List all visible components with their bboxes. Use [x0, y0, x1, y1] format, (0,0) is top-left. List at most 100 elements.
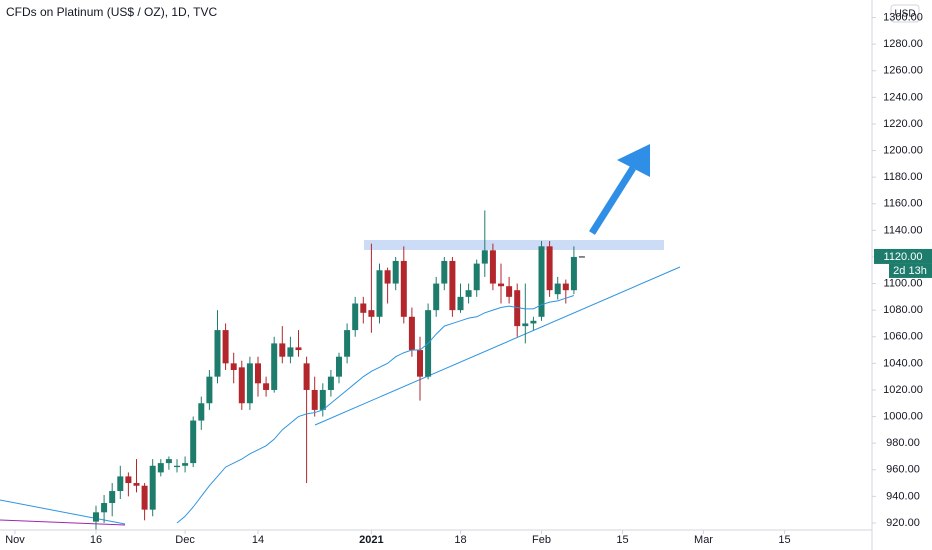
candle-body	[311, 389, 318, 410]
candle-body	[165, 459, 172, 464]
candle-body	[465, 290, 472, 297]
candle-body	[562, 283, 569, 291]
candle-body	[92, 512, 99, 522]
y-tick-label: 1140.00	[884, 224, 923, 236]
candle-body	[125, 476, 132, 484]
candle-body	[441, 260, 448, 284]
candle-body	[368, 310, 375, 317]
x-tick-label: Feb	[532, 534, 551, 546]
candle-body	[489, 250, 496, 284]
x-tick-label: 15	[778, 534, 790, 546]
candle-body	[214, 330, 221, 377]
plot-area	[0, 144, 681, 530]
candle-body	[173, 465, 180, 468]
candle-body	[287, 347, 294, 357]
chart-title: CFDs on Platinum (US$ / OZ), 1D, TVC	[6, 5, 217, 19]
y-tick-label: 1260.00	[883, 65, 923, 77]
candle-body	[182, 463, 189, 466]
x-tick-label: 14	[252, 534, 264, 546]
candle-body	[149, 465, 156, 510]
candle-body	[530, 320, 537, 324]
candle-body	[101, 503, 108, 513]
candle-body	[246, 363, 253, 404]
candle-body	[570, 256, 577, 291]
y-tick-label: 1200.00	[883, 144, 923, 156]
x-tick-label: Nov	[5, 534, 25, 546]
x-tick-label: Dec	[175, 534, 195, 546]
y-tick-label: 1000.00	[883, 410, 923, 422]
candle-body	[514, 290, 521, 327]
y-tick-label: 1040.00	[883, 357, 923, 369]
countdown-badge	[889, 263, 932, 278]
y-tick-label: 960.00	[886, 464, 920, 476]
x-tick-label: 18	[454, 534, 466, 546]
candle-body	[117, 476, 124, 492]
candle-body	[376, 270, 383, 317]
y-tick-label: 980.00	[886, 437, 920, 449]
y-tick-label: 1180.00	[884, 171, 923, 183]
x-tick-label: 2021	[359, 534, 383, 546]
support-trendline	[314, 266, 681, 426]
moving-average	[176, 295, 575, 524]
x-tick-label: Mar	[694, 534, 713, 546]
candle-body	[417, 350, 424, 377]
currency[interactable]: USD	[894, 9, 915, 20]
resistance-zone	[364, 240, 664, 250]
candle-body	[295, 347, 302, 351]
arrow-head	[617, 144, 650, 177]
candle-body	[190, 420, 197, 464]
candle-body	[408, 316, 415, 351]
drawn-line	[0, 519, 126, 526]
candle-body	[473, 263, 480, 291]
y-tick-label: 1080.00	[883, 304, 923, 316]
currency-box[interactable]	[890, 4, 920, 23]
candle-body	[319, 389, 326, 410]
candle-body	[538, 246, 545, 317]
candle-body	[449, 260, 456, 311]
y-tick-label: 1300.00	[883, 11, 923, 23]
y-tick-label: 940.00	[886, 490, 920, 502]
candle-body	[335, 356, 342, 377]
candle-body	[352, 303, 359, 331]
y-tick-label: 920.00	[886, 517, 920, 529]
candle-body	[384, 270, 391, 284]
candle-body	[400, 260, 407, 317]
candle-body	[506, 286, 513, 297]
y-tick-label: 1060.00	[883, 331, 923, 343]
y-tick-label: 1280.00	[883, 38, 923, 50]
candle-body	[344, 330, 351, 357]
last-price-badge	[874, 248, 932, 264]
candle-body	[222, 330, 229, 364]
y-tick-label: 1100.00	[884, 277, 923, 289]
candle-body	[522, 323, 529, 327]
candle-body	[230, 363, 237, 371]
candle-body	[109, 491, 116, 504]
candle-body	[327, 376, 334, 390]
candle-body	[546, 246, 553, 291]
y-tick-label: 1160.00	[884, 198, 923, 210]
candle-body	[554, 283, 561, 295]
candle-body	[254, 363, 261, 384]
y-tick-label: 1020.00	[883, 384, 923, 396]
candle-body	[433, 283, 440, 311]
candle-body	[279, 343, 286, 357]
candle-body	[141, 485, 148, 510]
candle-body	[303, 363, 310, 390]
x-tick-label: 15	[616, 534, 628, 546]
candle-body	[263, 383, 270, 390]
candle-body	[157, 463, 164, 473]
arrow-shaft	[589, 166, 636, 235]
candle-body	[360, 303, 367, 313]
candle-body	[206, 376, 213, 404]
candle-body	[498, 283, 505, 287]
last-price-label: 1120.00	[884, 251, 923, 263]
x-tick-label: 16	[90, 534, 102, 546]
candle-body	[481, 250, 488, 264]
candle-body	[133, 483, 140, 486]
candle-body	[198, 403, 205, 421]
candle-body	[271, 343, 278, 390]
y-tick-label: 1220.00	[883, 118, 923, 130]
candle-body	[457, 296, 464, 311]
countdown: 2d 13h	[893, 265, 927, 277]
